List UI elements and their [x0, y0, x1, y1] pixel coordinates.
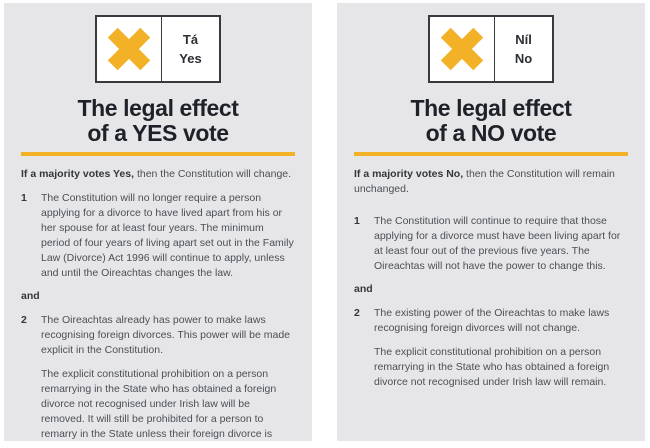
intro-paragraph: If a majority votes No, then the Constit…	[354, 167, 628, 197]
list-item: 1 The Constitution will no longer requir…	[21, 191, 295, 281]
ballot-label-irish: Tá	[182, 32, 199, 47]
list-item: 2 The Oireachtas already has power to ma…	[21, 313, 295, 358]
ballot-x-icon	[106, 26, 152, 72]
ballot-x-icon	[439, 26, 485, 72]
list-item-text: The Constitution will no longer require …	[41, 192, 294, 279]
list-item-number: 2	[21, 314, 27, 326]
list-item-number: 1	[354, 215, 360, 227]
panel-yes-vote: Tá Yes The legal effect of a YES vote If…	[4, 3, 312, 441]
list-item-number: 1	[21, 192, 27, 204]
list-item: 2 The existing power of the Oireachtas t…	[354, 306, 628, 336]
list-item-text: The Constitution will continue to requir…	[374, 215, 621, 272]
accent-divider	[21, 152, 295, 156]
ballot-x-cell	[430, 17, 495, 81]
heading-line-1: The legal effect	[77, 95, 239, 121]
intro-paragraph: If a majority votes Yes, then the Consti…	[21, 167, 295, 182]
list-item-text: The Oireachtas already has power to make…	[41, 314, 291, 356]
closing-paragraph: The explicit constitutional prohibition …	[41, 368, 277, 440]
ballot-label-cell: Tá Yes	[162, 17, 219, 81]
list-item: 1 The Constitution will continue to requ…	[354, 214, 628, 274]
accent-divider	[354, 152, 628, 156]
ballot-label-cell: Níl No	[495, 17, 552, 81]
panel-heading-no: The legal effect of a NO vote	[354, 96, 628, 146]
heading-line-2: of a YES vote	[87, 120, 229, 146]
intro-rest-text: then the Constitution will change.	[136, 168, 292, 180]
list-item-text: The existing power of the Oireachtas to …	[374, 307, 610, 334]
heading-line-1: The legal effect	[410, 95, 572, 121]
ballot-box-no: Níl No	[428, 15, 554, 83]
connector-text: and	[21, 290, 40, 302]
panel-no-vote: Níl No The legal effect of a NO vote If …	[337, 3, 645, 441]
list-item-number: 2	[354, 307, 360, 319]
panel-heading-yes: The legal effect of a YES vote	[21, 96, 295, 146]
heading-line-2: of a NO vote	[425, 120, 557, 146]
ballot-box-yes: Tá Yes	[95, 15, 221, 83]
intro-rest-text: then the Constitution will remain unchan…	[354, 168, 615, 195]
ballot-label-english: No	[514, 51, 533, 66]
closing-paragraph: The explicit constitutional prohibition …	[374, 346, 610, 388]
intro-bold-text: If a majority votes No,	[354, 168, 464, 180]
connector-text: and	[354, 283, 373, 295]
ballot-label-irish: Níl	[515, 32, 532, 47]
ballot-label-english: Yes	[179, 51, 202, 66]
ballot-x-cell	[97, 17, 162, 81]
intro-bold-text: If a majority votes Yes,	[21, 168, 135, 180]
